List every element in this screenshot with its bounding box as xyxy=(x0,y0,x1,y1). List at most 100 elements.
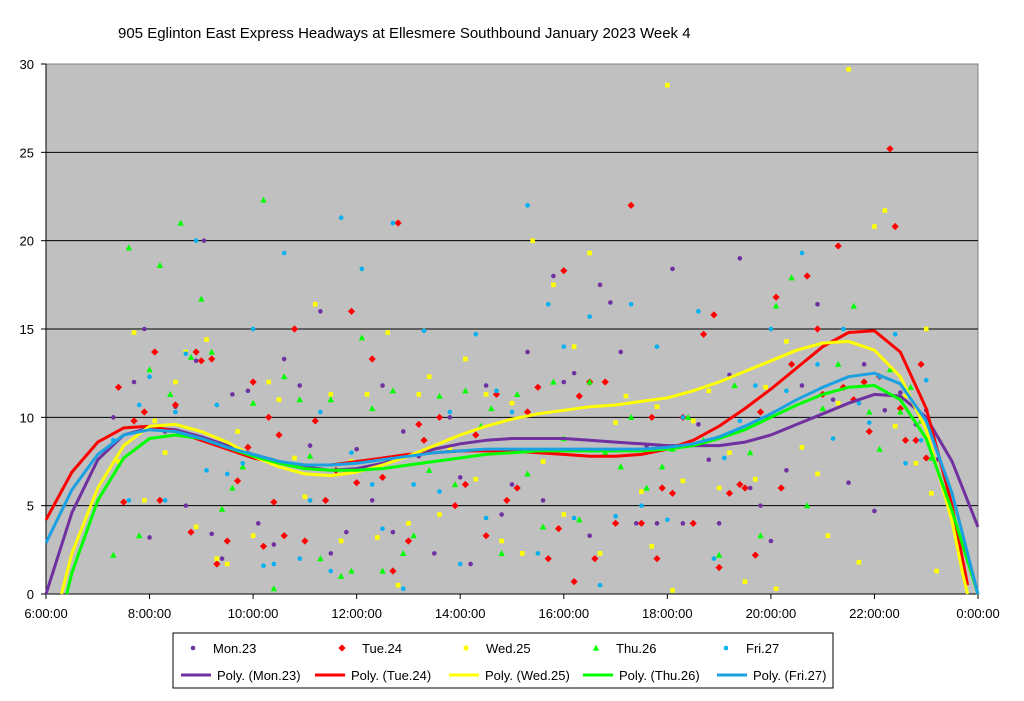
data-point-tue-24 xyxy=(404,537,413,545)
grid-lines xyxy=(46,151,978,507)
data-point-fri-27 xyxy=(473,332,479,337)
data-point-fri-27 xyxy=(183,351,189,357)
data-point-fri-27 xyxy=(338,215,344,220)
data-point-tue-24 xyxy=(834,242,842,250)
data-point-mon-23 xyxy=(142,326,147,332)
data-point-wed-25 xyxy=(690,418,696,424)
data-point-mon-23 xyxy=(230,392,235,397)
data-point-wed-25 xyxy=(116,459,121,464)
data-point-wed-25 xyxy=(815,471,820,477)
data-point-thu-26 xyxy=(146,366,153,373)
data-point-mon-23 xyxy=(354,446,359,452)
data-point-fri-27 xyxy=(799,250,805,256)
data-point-thu-26 xyxy=(187,353,195,360)
data-point-thu-26 xyxy=(389,387,397,394)
data-point-wed-25 xyxy=(727,450,732,455)
data-point-mon-23 xyxy=(898,390,903,395)
data-point-fri-27 xyxy=(126,498,132,503)
data-point-fri-27 xyxy=(437,489,442,494)
y-tick-label: 25 xyxy=(20,145,34,160)
data-point-wed-25 xyxy=(328,392,334,397)
data-point-fri-27 xyxy=(856,400,862,406)
data-point-tue-24 xyxy=(575,392,583,400)
trendline-poly-tue-24 xyxy=(44,329,970,586)
data-point-fri-27 xyxy=(545,301,551,307)
data-point-tue-24 xyxy=(156,496,164,504)
data-point-fri-27 xyxy=(923,377,929,383)
data-point-fri-27 xyxy=(400,586,406,591)
data-point-thu-26 xyxy=(835,360,842,367)
data-point-wed-25 xyxy=(530,238,536,243)
data-point-fri-27 xyxy=(307,498,313,503)
x-tick-label: 22:00:00 xyxy=(849,606,900,621)
data-point-mon-23 xyxy=(307,443,313,448)
data-point-mon-23 xyxy=(561,379,567,385)
data-point-mon-23 xyxy=(799,383,805,388)
data-point-fri-27 xyxy=(613,513,618,519)
data-point-thu-26 xyxy=(348,567,355,574)
data-point-tue-24 xyxy=(523,408,532,416)
data-point-thu-26 xyxy=(757,532,764,539)
data-point-tue-24 xyxy=(560,267,568,275)
data-point-wed-25 xyxy=(784,339,789,344)
data-point-wed-25 xyxy=(649,544,655,549)
trendline-poly-mon-23 xyxy=(44,392,980,595)
data-point-thu-26 xyxy=(337,572,345,579)
y-tick-label: 5 xyxy=(27,499,34,514)
data-point-fri-27 xyxy=(628,301,634,307)
data-point-tue-24 xyxy=(725,489,734,497)
x-tick-label: 14:00:00 xyxy=(435,606,486,621)
trendlines xyxy=(44,329,980,595)
data-point-mon-23 xyxy=(499,512,504,517)
data-point-tue-24 xyxy=(223,537,231,545)
data-point-thu-26 xyxy=(524,470,531,477)
data-point-fri-27 xyxy=(841,326,846,332)
data-point-thu-26 xyxy=(539,523,547,530)
data-point-wed-25 xyxy=(680,478,686,484)
data-point-tue-24 xyxy=(503,496,511,504)
data-point-fri-27 xyxy=(721,455,727,461)
data-point-wed-25 xyxy=(540,459,546,464)
data-point-tue-24 xyxy=(130,417,138,425)
data-point-fri-27 xyxy=(587,314,592,319)
data-point-thu-26 xyxy=(306,452,314,459)
data-point-mon-23 xyxy=(468,561,473,567)
data-point-mon-23 xyxy=(255,521,261,526)
data-point-tue-24 xyxy=(544,555,552,563)
data-point-wed-25 xyxy=(587,250,592,256)
data-point-tue-24 xyxy=(803,272,811,280)
data-point-fri-27 xyxy=(447,409,453,415)
data-point-thu-26 xyxy=(436,392,443,399)
data-point-fri-27 xyxy=(830,436,836,441)
data-point-tue-24 xyxy=(886,145,894,153)
data-point-wed-25 xyxy=(773,586,779,591)
legend-item: Thu.26 xyxy=(592,641,656,656)
data-point-wed-25 xyxy=(597,551,603,556)
data-point-tue-24 xyxy=(648,413,656,421)
data-point-fri-27 xyxy=(918,438,924,443)
data-point-wed-25 xyxy=(835,400,841,406)
data-point-tue-24 xyxy=(850,396,858,404)
legend-label: Tue.24 xyxy=(362,641,402,656)
data-point-fri-27 xyxy=(359,266,365,272)
data-point-mon-23 xyxy=(147,535,152,540)
legend-label: Thu.26 xyxy=(616,641,656,656)
data-point-mon-23 xyxy=(872,508,877,514)
data-point-tue-24 xyxy=(601,378,609,386)
legend-item: Poly. (Tue.24) xyxy=(315,668,431,683)
data-point-tue-24 xyxy=(368,355,376,363)
data-point-fri-27 xyxy=(571,515,577,521)
data-point-mon-23 xyxy=(551,273,556,279)
data-point-wed-25 xyxy=(716,485,722,491)
x-tick-label: 16:00:00 xyxy=(538,606,589,621)
data-point-thu-26 xyxy=(715,551,723,558)
data-point-wed-25 xyxy=(846,67,851,72)
data-point-fri-27 xyxy=(261,563,266,569)
data-point-fri-27 xyxy=(297,556,303,561)
data-point-wed-25 xyxy=(364,392,370,397)
data-point-thu-26 xyxy=(819,405,826,412)
data-point-thu-26 xyxy=(327,396,334,403)
data-point-mon-23 xyxy=(618,349,624,355)
data-point-tue-24 xyxy=(922,454,930,462)
data-point-mon-23 xyxy=(369,498,375,503)
